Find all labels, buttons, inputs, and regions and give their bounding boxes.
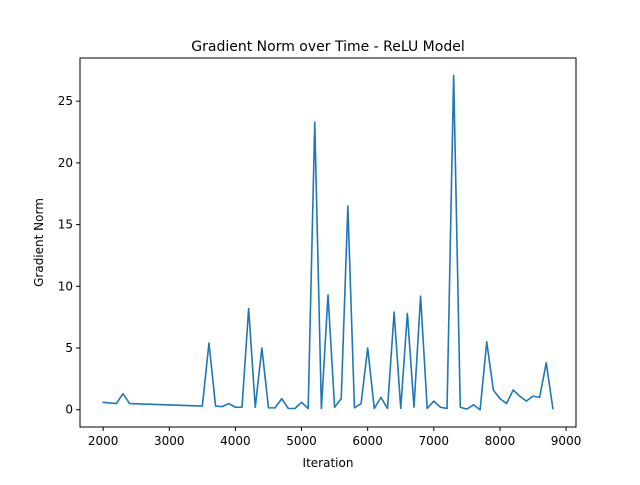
y-tick-label: 15 xyxy=(58,218,73,232)
y-axis-ticks: 0 5 10 15 20 25 xyxy=(58,94,80,417)
y-tick-label: 20 xyxy=(58,156,73,170)
series-line-0 xyxy=(102,74,554,411)
axes-frame xyxy=(79,57,577,428)
x-tick-label: 8000 xyxy=(485,434,516,448)
x-tick-label: 9000 xyxy=(551,434,582,448)
x-tick-label: 7000 xyxy=(419,434,450,448)
y-axis-label: Gradient Norm xyxy=(32,198,46,287)
plot-area xyxy=(102,74,554,411)
y-tick-label: 10 xyxy=(58,279,73,293)
chart-title: Gradient Norm over Time - ReLU Model xyxy=(191,39,464,55)
x-axis-label: Iteration xyxy=(303,456,354,470)
x-tick-label: 3000 xyxy=(154,434,185,448)
x-tick-label: 6000 xyxy=(352,434,383,448)
x-tick-label: 4000 xyxy=(220,434,251,448)
x-tick-label: 5000 xyxy=(286,434,317,448)
x-axis-ticks: 2000 3000 4000 5000 6000 7000 8000 9000 xyxy=(88,427,581,448)
y-tick-label: 25 xyxy=(58,94,73,108)
y-tick-label: 5 xyxy=(65,341,73,355)
x-tick-label: 2000 xyxy=(88,434,119,448)
y-tick-label: 0 xyxy=(65,403,73,417)
